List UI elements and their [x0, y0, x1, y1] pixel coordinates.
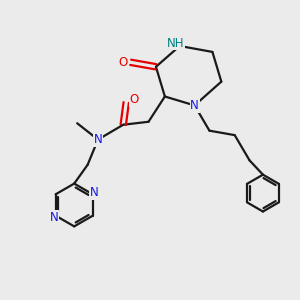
- Text: NH: NH: [167, 37, 184, 50]
- Text: N: N: [50, 211, 58, 224]
- Text: O: O: [130, 93, 139, 106]
- Text: N: N: [190, 99, 199, 112]
- Text: N: N: [90, 186, 99, 199]
- Text: N: N: [94, 133, 102, 146]
- Text: O: O: [118, 56, 128, 69]
